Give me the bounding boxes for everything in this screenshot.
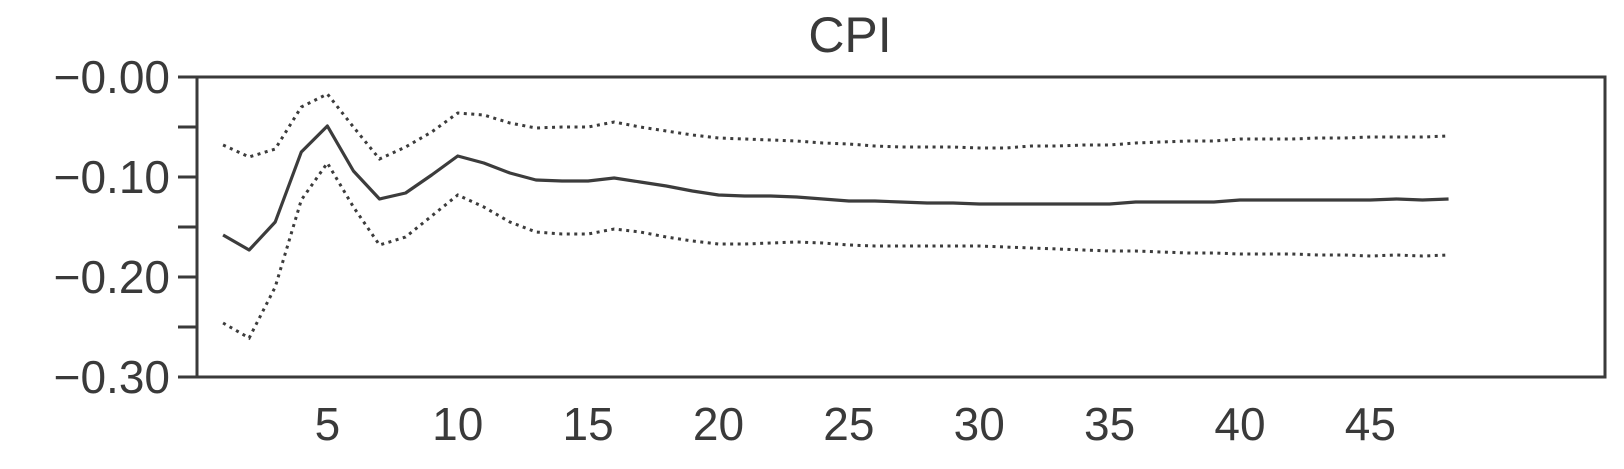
y-tick-label: −0.00 <box>54 51 170 103</box>
y-axis: −0.00 −0.10 −0.20 −0.30 <box>54 51 197 403</box>
plot-frame <box>195 75 1607 379</box>
x-tick-label: 30 <box>954 398 1005 450</box>
impulse-response-line <box>222 124 1449 252</box>
x-tick-label: 40 <box>1214 398 1265 450</box>
x-tick-label: 5 <box>315 398 341 450</box>
x-tick-label: 15 <box>563 398 614 450</box>
y-tick-label: −0.30 <box>54 351 170 403</box>
chart-title: CPI <box>808 7 891 63</box>
x-axis: 5 10 15 20 25 30 35 40 45 <box>315 398 1396 450</box>
y-tick-label: −0.10 <box>54 151 170 203</box>
x-tick-label: 35 <box>1084 398 1135 450</box>
x-tick-label: 20 <box>693 398 744 450</box>
x-tick-label: 45 <box>1345 398 1396 450</box>
lower-band-line <box>222 160 1449 341</box>
x-tick-label: 10 <box>432 398 483 450</box>
upper-band-line <box>222 92 1449 161</box>
y-tick-label: −0.20 <box>54 251 170 303</box>
series-group <box>222 92 1449 341</box>
x-tick-label: 25 <box>823 398 874 450</box>
